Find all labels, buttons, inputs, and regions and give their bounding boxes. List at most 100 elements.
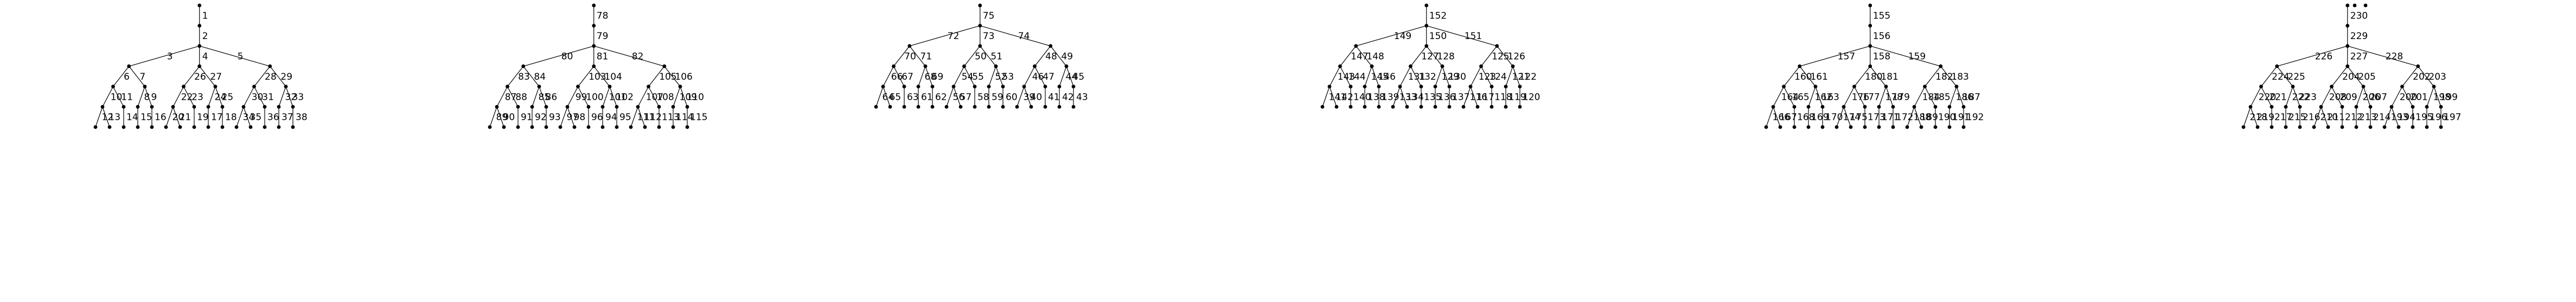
edge-149-147 [1340,46,1357,67]
edge-label-105: 105 [659,72,676,82]
node-168 [1792,125,1797,129]
edge-49-45 [1066,66,1074,87]
node-77 [592,3,596,8]
edge-label-208: 208 [2329,92,2347,102]
edge-151-126 [1497,46,1513,67]
node-95 [615,125,619,129]
edge-label-98: 98 [574,112,586,123]
edge-71-68 [918,66,926,87]
edge-label-42: 42 [1062,92,1074,102]
edge-5-29 [270,66,286,87]
edge-label-74: 74 [1018,31,1030,42]
edge-label-102: 102 [616,92,634,102]
edge-148-146 [1371,66,1379,87]
edge-226-225 [2277,66,2293,87]
node-229 [2345,44,2350,48]
edge-152-149 [1356,25,1427,47]
node-23 [192,105,196,109]
node-157 [1798,64,1802,68]
edge-29-32 [278,86,286,107]
edge-123-116 [1463,86,1471,107]
edge-label-126: 126 [1507,52,1525,62]
node-220 [2248,105,2253,109]
node-38 [291,125,295,129]
node-80 [521,64,526,68]
edge-125-123 [1470,66,1482,87]
edge-label-20: 20 [172,112,184,123]
edge-label-217: 217 [2274,112,2292,123]
edge-204-209 [2331,86,2343,107]
edge-208-210 [2313,106,2322,127]
node-214 [2368,125,2373,129]
edge-label-181: 181 [1881,72,1898,82]
edge-156-157 [1799,46,1870,67]
node-115 [685,125,689,129]
edge-30-34 [236,106,244,127]
edge-151-125 [1481,46,1498,67]
edge-label-26: 26 [194,72,206,82]
edge-label-185: 185 [1933,92,1950,102]
node-34 [234,125,239,129]
edge-79-82 [593,46,664,67]
node-142 [1334,105,1339,109]
edge-label-218: 218 [2250,112,2267,123]
edge-128-130 [1442,66,1450,87]
edge-label-166: 166 [1773,112,1790,123]
node-231 [2345,3,2350,8]
edge-label-171: 171 [1882,112,1899,123]
edge-50-54 [953,66,965,87]
edge-label-48: 48 [1045,52,1057,62]
edge-label-109: 109 [680,92,697,102]
node-195 [2411,125,2415,129]
edge-label-221: 221 [2269,92,2286,102]
edge-label-37: 37 [282,112,293,123]
edge-184-188 [1907,106,1915,127]
node-194 [2396,125,2401,129]
node-108 [657,105,661,109]
edge-label-228: 228 [2386,52,2403,62]
node-93 [544,125,548,129]
edge-180-176 [1843,86,1855,107]
edge-label-31: 31 [262,92,274,102]
edge-label-66: 66 [891,72,903,82]
node-0 [197,3,202,8]
node-100 [586,105,591,109]
node-183 [1954,85,1959,89]
edge-label-178: 178 [1885,92,1903,102]
edge-157-161 [1799,66,1816,87]
edge-48-46 [1024,66,1035,87]
edge-label-35: 35 [250,112,262,123]
node-120 [1518,105,1522,109]
edge-label-207: 207 [2370,92,2387,102]
edge-66-64 [875,86,884,107]
edge-label-55: 55 [972,72,984,82]
edge-30-35 [243,106,251,127]
edge-label-224: 224 [2272,72,2289,82]
node-105 [647,85,650,89]
node-156 [1868,44,1872,48]
edge-label-115: 115 [690,112,707,123]
edge-label-1: 1 [202,11,208,22]
node-65 [888,105,892,109]
edge-label-132: 132 [1418,72,1436,82]
edge-label-159: 159 [1908,52,1926,62]
node-66 [881,85,885,89]
node-196 [2425,125,2429,129]
edge-label-155: 155 [1873,11,1890,22]
edge-159-182 [1925,66,1941,87]
edge-label-140: 140 [1353,92,1371,102]
edge-131-133 [1392,86,1401,107]
edge-label-79: 79 [597,31,609,42]
node-102 [615,105,619,109]
edge-label-184: 184 [1922,92,1940,102]
node-143 [1327,85,1332,89]
edge-72-70 [893,46,910,67]
edge-107-112 [637,106,645,127]
edge-label-210: 210 [2321,112,2338,123]
edge-label-4: 4 [202,52,208,62]
node-28 [252,85,256,89]
node-160 [1782,85,1786,89]
edge-label-202: 202 [2413,72,2430,82]
edge-72-71 [909,46,926,67]
node-110 [685,105,689,109]
